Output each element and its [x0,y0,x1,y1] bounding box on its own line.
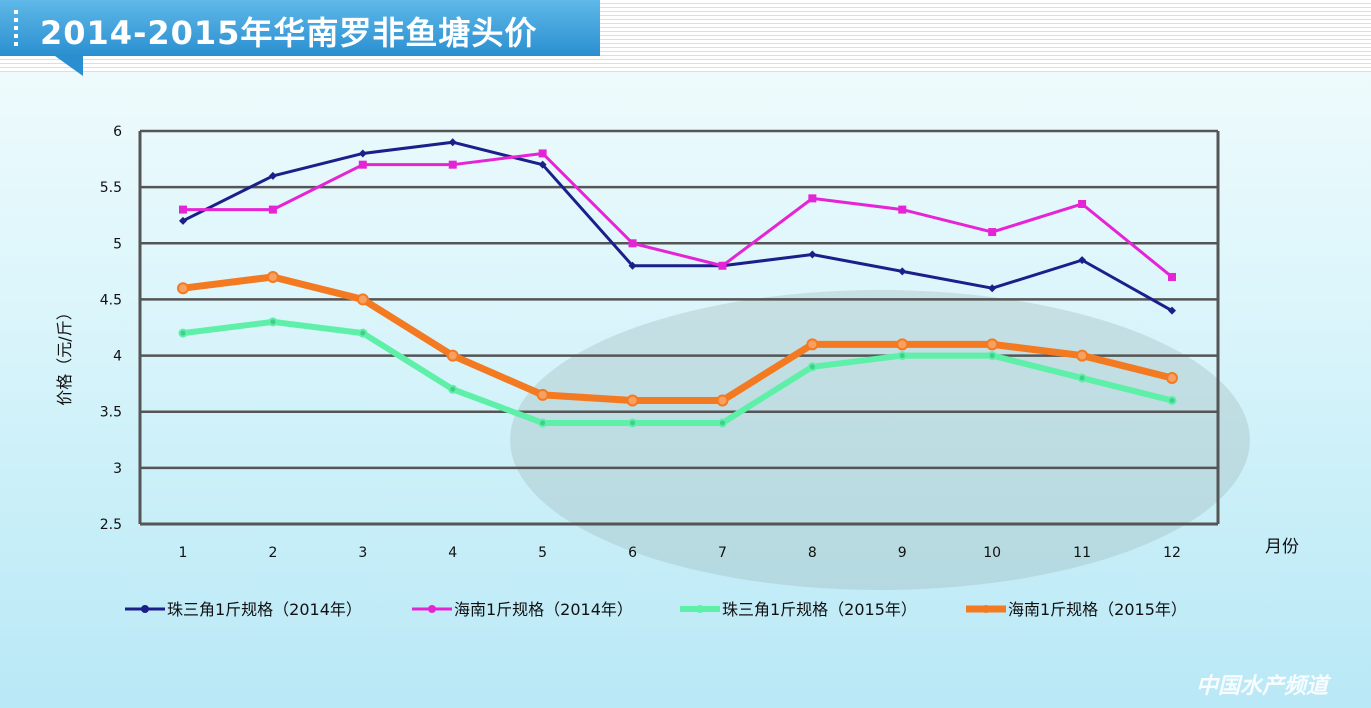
chart-title: 2014-2015年华南罗非鱼塘头价 [40,14,538,52]
series-line [182,318,1173,426]
data-point [538,149,547,158]
y-tick-label: 3.5 [100,405,122,421]
x-tick-label: 3 [358,545,367,561]
data-point [987,351,997,361]
data-point [356,293,369,306]
x-tick-label: 10 [983,545,1001,561]
x-tick-label: 1 [179,545,188,561]
legend-marker [428,605,436,613]
fish-image [510,290,1250,590]
data-point [448,138,457,147]
watermark-logo: 中国水产频道 [1196,674,1329,699]
x-tick-label: 4 [448,545,457,561]
legend-marker [982,605,990,613]
data-point [806,338,819,351]
data-point [268,317,278,327]
series-line [183,151,1173,279]
title-box [0,0,600,56]
data-point [988,284,997,293]
x-tick-label: 12 [1163,545,1181,561]
y-tick-label: 6 [113,124,122,140]
x-tick-label: 8 [808,545,817,561]
data-point [1078,256,1087,265]
data-point [628,239,637,248]
data-point [898,267,907,276]
legend-label: 海南1斤规格（2015年） [1008,600,1187,619]
data-point [1168,272,1176,281]
data-point [718,261,727,270]
data-point [358,149,367,158]
data-point [446,349,459,362]
data-point [1166,372,1178,385]
x-tick-label: 6 [628,545,637,561]
data-point [358,160,367,169]
data-point [986,338,999,351]
data-point [448,384,458,394]
data-point [1076,349,1089,362]
data-point [358,328,368,338]
data-point [1168,306,1176,315]
y-tick-label: 5 [113,236,122,252]
data-point [536,388,549,401]
data-point [268,205,277,214]
data-point [988,228,997,237]
y-tick-label: 2.5 [100,517,122,533]
legend-label: 海南1斤规格（2014年） [454,600,633,619]
title-tail [55,56,83,76]
data-point [179,205,187,214]
y-tick-label: 5.5 [100,180,122,196]
x-tick-label: 7 [718,545,727,561]
data-point [178,328,188,338]
data-point [628,261,637,270]
x-tick-label: 9 [898,545,907,561]
data-point [628,418,638,428]
legend-label: 珠三角1斤规格（2014年） [167,600,362,619]
y-tick-label: 4 [113,349,122,365]
y-tick-label: 4.5 [100,292,122,308]
data-point [448,160,457,169]
data-point [626,394,639,407]
data-point [808,194,817,203]
data-point [1167,395,1177,405]
data-point [1077,373,1087,383]
data-point [266,270,279,283]
x-tick-label: 5 [538,545,547,561]
legend-label: 珠三角1斤规格（2015年） [722,600,917,619]
x-tick-label: 11 [1073,545,1091,561]
data-point [716,394,729,407]
data-point [538,418,548,428]
series-line [182,273,1173,404]
y-tick-label: 3 [113,461,122,477]
data-point [538,160,547,169]
legend-marker [696,605,704,613]
title-dots [14,10,18,48]
data-point [717,418,727,428]
data-point [898,205,907,214]
data-point [1078,199,1087,208]
data-point [896,338,909,351]
data-point [268,171,277,180]
legend-marker [141,605,149,613]
x-tick-label: 2 [268,545,277,561]
data-point [808,250,817,259]
series-line [182,140,1173,312]
data-point [179,216,187,225]
data-point [807,362,817,372]
x-axis-label: 月份 [1265,537,1299,557]
data-point [177,282,189,295]
data-point [897,351,907,361]
y-axis-label: 价格（元/斤） [55,304,74,405]
